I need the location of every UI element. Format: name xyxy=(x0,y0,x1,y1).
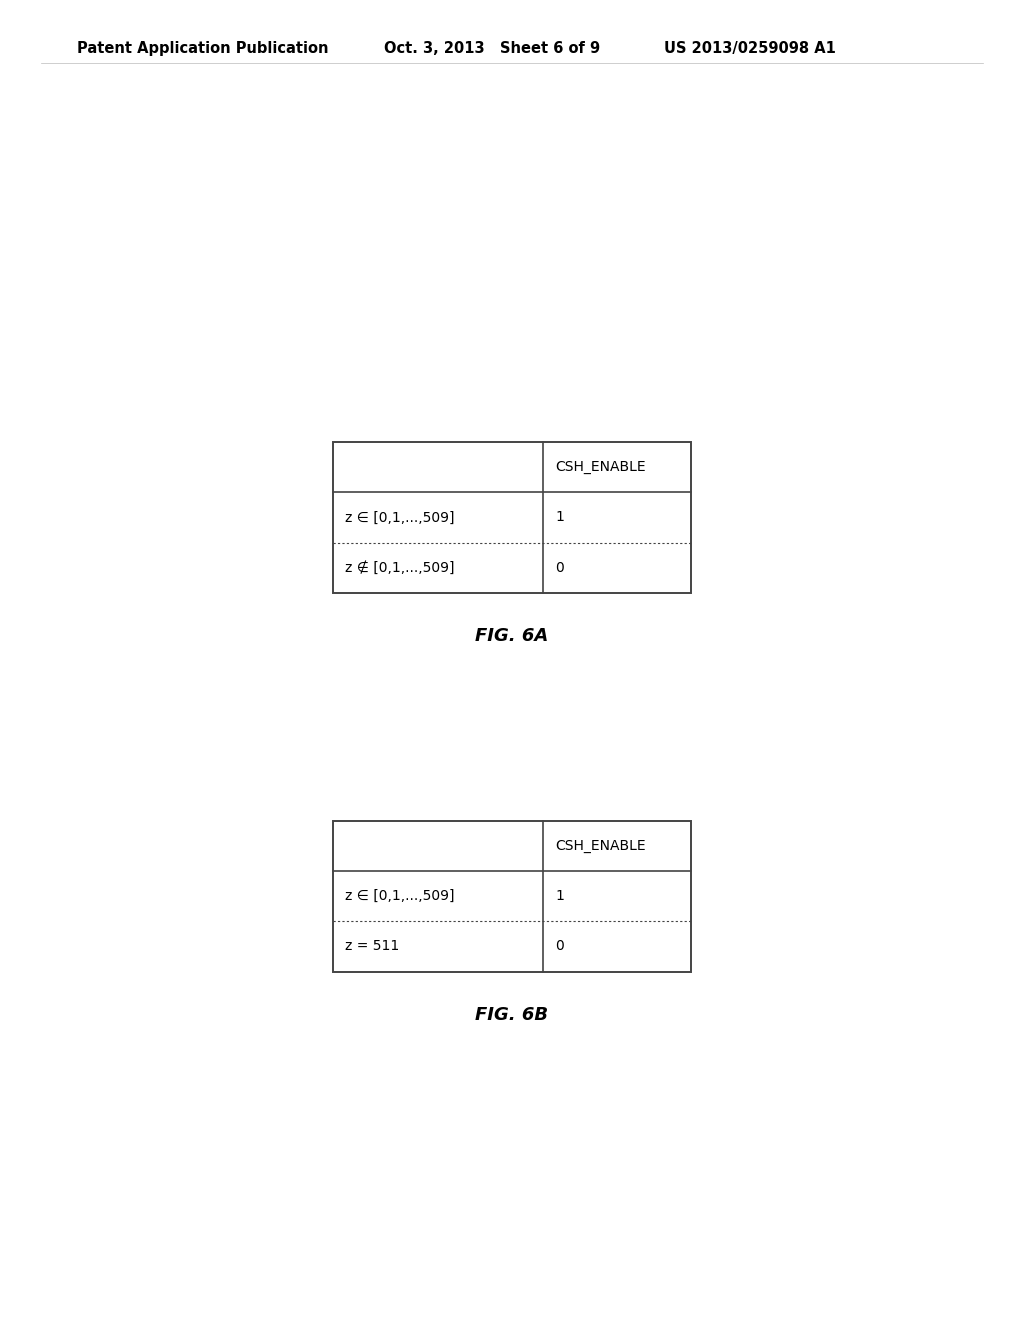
Text: z ∈ [0,1,...,509]: z ∈ [0,1,...,509] xyxy=(345,511,455,524)
Bar xyxy=(543,543,691,593)
Text: z ∉ [0,1,...,509]: z ∉ [0,1,...,509] xyxy=(345,561,455,574)
Text: 0: 0 xyxy=(555,561,564,574)
Text: 0: 0 xyxy=(555,940,564,953)
Bar xyxy=(333,871,543,921)
Bar xyxy=(333,921,543,972)
Text: 1: 1 xyxy=(555,511,564,524)
Text: US 2013/0259098 A1: US 2013/0259098 A1 xyxy=(664,41,836,55)
Bar xyxy=(333,821,691,972)
Bar xyxy=(333,442,543,492)
Bar xyxy=(543,821,691,871)
Text: 1: 1 xyxy=(555,890,564,903)
Text: Patent Application Publication: Patent Application Publication xyxy=(77,41,329,55)
Bar xyxy=(333,821,543,871)
Bar xyxy=(543,921,691,972)
Bar xyxy=(333,543,543,593)
Text: Oct. 3, 2013   Sheet 6 of 9: Oct. 3, 2013 Sheet 6 of 9 xyxy=(384,41,600,55)
Bar xyxy=(543,871,691,921)
Bar xyxy=(543,442,691,492)
Bar xyxy=(333,442,691,593)
Text: CSH_ENABLE: CSH_ENABLE xyxy=(555,461,646,474)
Bar xyxy=(333,492,543,543)
Bar xyxy=(543,492,691,543)
Text: z ∈ [0,1,...,509]: z ∈ [0,1,...,509] xyxy=(345,890,455,903)
Text: z = 511: z = 511 xyxy=(345,940,399,953)
Text: FIG. 6A: FIG. 6A xyxy=(475,627,549,645)
Text: CSH_ENABLE: CSH_ENABLE xyxy=(555,840,646,853)
Text: FIG. 6B: FIG. 6B xyxy=(475,1006,549,1024)
